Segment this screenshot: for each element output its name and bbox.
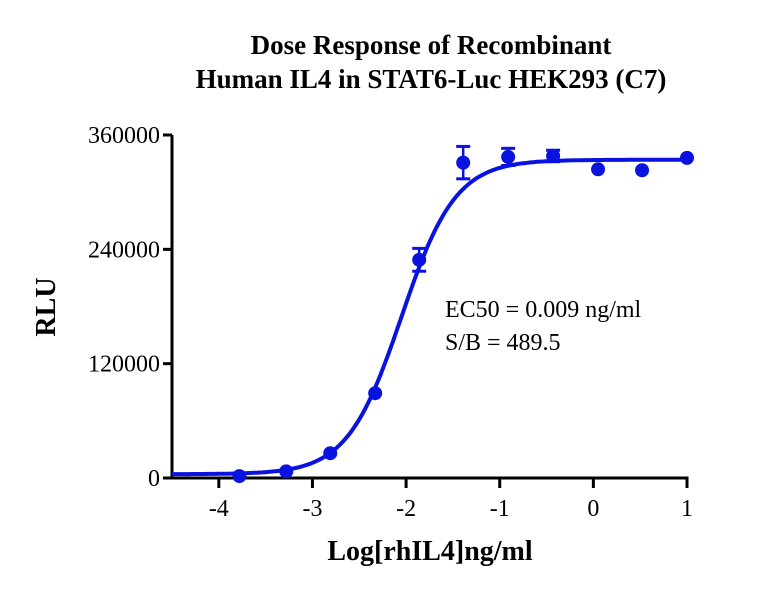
data-point — [456, 155, 471, 170]
y-tick-label: 0 — [148, 466, 160, 492]
chart-title-line-2: Human IL4 in STAT6-Luc HEK293 (C7) — [195, 64, 667, 94]
data-point — [279, 464, 294, 479]
y-tick-label: 240000 — [88, 237, 160, 263]
data-point — [368, 386, 383, 401]
x-tick-label: -4 — [209, 496, 229, 522]
sb-annotation: S/B = 489.5 — [445, 330, 561, 356]
fit-curve-path — [172, 157, 687, 477]
data-point — [501, 149, 516, 164]
x-axis-title: Log[rhIL4]ng/ml — [327, 536, 533, 567]
fit-curve — [172, 157, 687, 477]
x-tick-label: 0 — [587, 496, 599, 522]
data-point — [680, 150, 694, 165]
ec50-annotation: EC50 = 0.009 ng/ml — [445, 297, 642, 323]
chart-title-line-1: Dose Response of Recombinant — [250, 30, 612, 60]
chart-title: Dose Response of Recombinant Human IL4 i… — [0, 28, 770, 96]
y-tick-label: 360000 — [88, 123, 160, 149]
x-tick-label: 1 — [681, 496, 693, 522]
data-point — [412, 252, 427, 267]
x-tick-label: -1 — [490, 496, 510, 522]
data-point — [232, 469, 247, 484]
data-point — [635, 163, 650, 178]
data-points — [232, 144, 694, 484]
axes: 0 120000 240000 360000 -4 -3 -2 -1 0 1 — [88, 123, 693, 522]
x-tick-label: -3 — [302, 496, 322, 522]
y-axis-title: RLU — [31, 277, 62, 336]
data-point — [591, 162, 606, 177]
y-tick-label: 120000 — [88, 352, 160, 378]
data-point — [323, 446, 338, 461]
x-tick-label: -2 — [396, 496, 416, 522]
data-point — [546, 148, 561, 163]
